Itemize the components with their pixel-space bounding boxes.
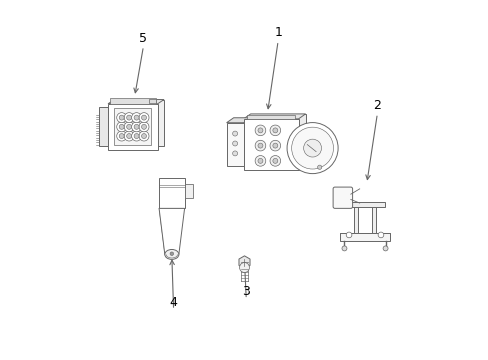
Polygon shape (226, 123, 243, 166)
Circle shape (131, 113, 141, 123)
Circle shape (124, 131, 134, 141)
Bar (246, 114, 294, 119)
Text: 3: 3 (242, 285, 250, 298)
Polygon shape (159, 208, 184, 255)
Circle shape (255, 125, 265, 136)
Text: 1: 1 (274, 26, 282, 39)
Circle shape (341, 246, 346, 251)
Circle shape (126, 115, 131, 120)
Circle shape (117, 113, 126, 123)
Bar (371, 207, 375, 233)
Circle shape (117, 122, 126, 132)
FancyBboxPatch shape (332, 187, 352, 208)
Circle shape (131, 122, 141, 132)
Text: 5: 5 (139, 32, 147, 45)
Bar (114, 108, 151, 145)
Circle shape (119, 124, 124, 129)
Circle shape (134, 134, 139, 139)
Bar (345, 202, 384, 207)
Text: 4: 4 (169, 296, 177, 309)
Bar (184, 184, 193, 198)
Circle shape (141, 134, 146, 139)
Circle shape (124, 113, 134, 123)
Circle shape (232, 141, 237, 146)
Polygon shape (243, 114, 305, 119)
Circle shape (303, 139, 321, 157)
Circle shape (269, 156, 280, 166)
Bar (99, 107, 108, 146)
Polygon shape (114, 100, 163, 145)
Circle shape (272, 158, 277, 163)
Circle shape (269, 125, 280, 136)
Circle shape (119, 115, 124, 120)
Ellipse shape (164, 249, 179, 260)
Circle shape (139, 113, 149, 123)
Circle shape (117, 131, 126, 141)
Circle shape (131, 131, 141, 141)
Circle shape (139, 122, 149, 132)
Circle shape (291, 127, 333, 169)
Circle shape (258, 128, 263, 133)
Circle shape (377, 232, 383, 238)
Bar (340, 233, 389, 240)
Bar (353, 207, 358, 233)
Circle shape (124, 122, 134, 132)
Text: 2: 2 (373, 99, 381, 112)
Circle shape (134, 124, 139, 129)
Circle shape (232, 151, 237, 156)
Circle shape (134, 115, 139, 120)
Bar (148, 99, 156, 103)
Circle shape (239, 262, 249, 273)
Bar (110, 99, 156, 104)
Polygon shape (226, 118, 250, 123)
Circle shape (126, 124, 131, 129)
Circle shape (258, 143, 263, 148)
Circle shape (126, 134, 131, 139)
Circle shape (346, 232, 351, 238)
Circle shape (258, 158, 263, 163)
Circle shape (232, 131, 237, 136)
Circle shape (269, 140, 280, 151)
Circle shape (170, 252, 173, 256)
Polygon shape (239, 256, 249, 269)
Circle shape (141, 124, 146, 129)
Circle shape (382, 246, 387, 251)
Circle shape (272, 143, 277, 148)
Circle shape (141, 115, 146, 120)
Circle shape (255, 140, 265, 151)
Circle shape (286, 123, 337, 174)
Polygon shape (108, 104, 157, 150)
Polygon shape (250, 114, 305, 165)
Circle shape (317, 165, 321, 169)
Circle shape (139, 131, 149, 141)
Bar (340, 233, 389, 238)
Circle shape (255, 156, 265, 166)
Polygon shape (243, 119, 298, 170)
Circle shape (272, 128, 277, 133)
Polygon shape (108, 100, 163, 104)
Circle shape (119, 134, 124, 139)
Bar (159, 178, 184, 208)
